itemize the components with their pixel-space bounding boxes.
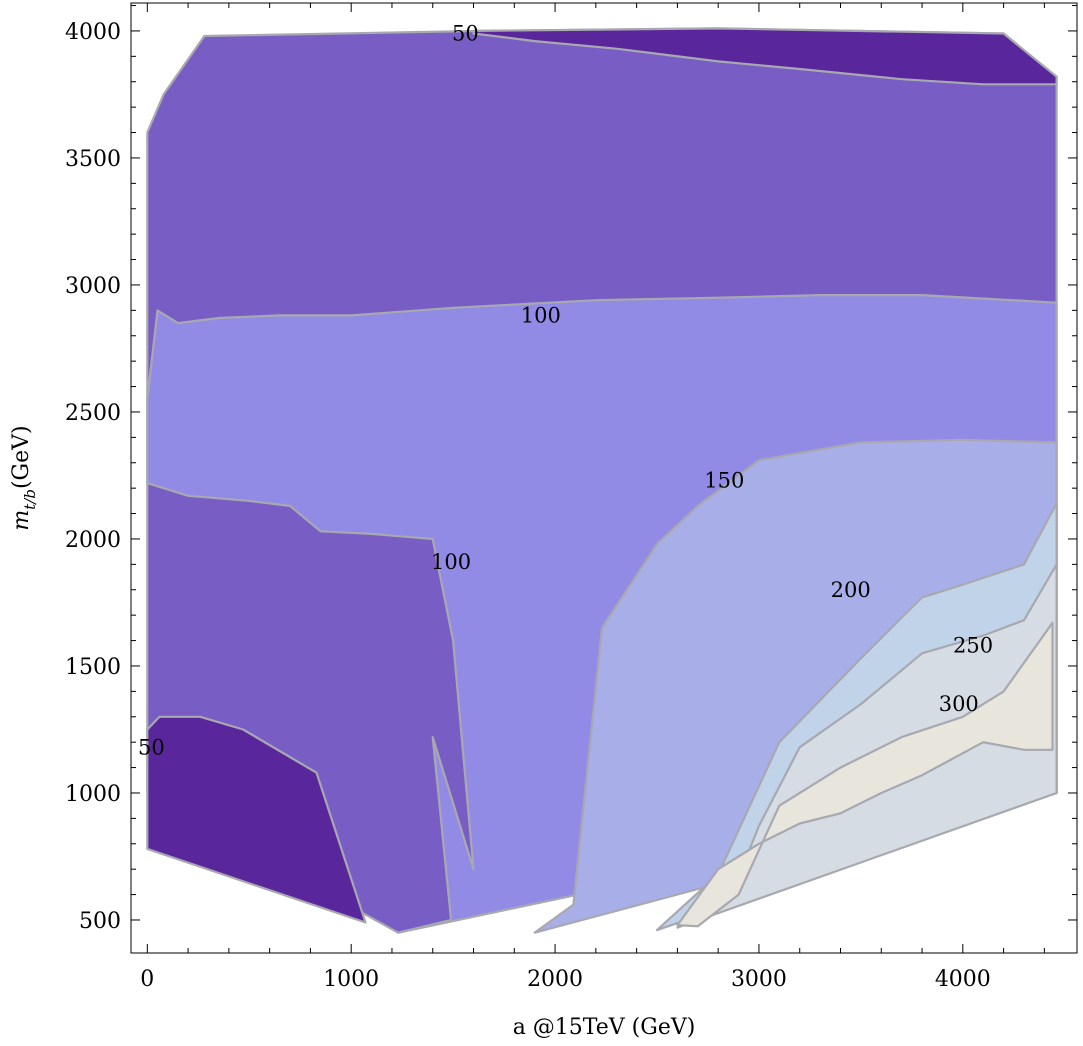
- contour-label-50-7: 50: [138, 735, 165, 759]
- contour-region-below-50-1: [472, 27, 1058, 86]
- contour-label-300-6: 300: [939, 692, 979, 716]
- y-tick-label-3000: 3000: [65, 274, 121, 299]
- contour-region-below-50-2: [146, 715, 367, 924]
- y-axis-title-subscript: t/b: [21, 489, 39, 510]
- y-tick-label-1000: 1000: [65, 782, 121, 807]
- x-tick-label-3000: 3000: [731, 967, 787, 992]
- x-tick-label-4000: 4000: [935, 967, 991, 992]
- contour-label-100-3: 100: [431, 550, 471, 574]
- y-tick-label-2500: 2500: [65, 401, 121, 426]
- y-axis-title: mt/b(GeV): [9, 425, 39, 530]
- contour-level-labels: 50 100 150 100 200 250 300 50: [138, 21, 993, 759]
- axis-ticks: 0 1000 2000 3000 4000 500 1000 1500 2000 2500 3000…: [65, 3, 1077, 992]
- contour-label-250-5: 250: [953, 634, 993, 658]
- y-axis-title-base: m: [9, 510, 34, 531]
- contour-regions: [146, 27, 1058, 934]
- x-axis-title: a @15TeV (GeV): [513, 1015, 696, 1040]
- contour-label-50-0: 50: [452, 21, 479, 45]
- y-tick-label-3500: 3500: [65, 147, 121, 172]
- contour-label-200-4: 200: [831, 578, 871, 602]
- x-tick-label-0: 0: [140, 967, 154, 992]
- y-axis-title-unit: (GeV): [9, 425, 34, 489]
- y-tick-label-4000: 4000: [65, 20, 121, 45]
- contour-label-150-2: 150: [704, 469, 744, 493]
- y-tick-label-1500: 1500: [65, 655, 121, 680]
- y-tick-label-500: 500: [79, 909, 121, 934]
- x-tick-label-1000: 1000: [323, 967, 379, 992]
- contour-label-100-1: 100: [521, 303, 561, 327]
- plot-frame: [130, 2, 1078, 954]
- x-tick-label-2000: 2000: [527, 967, 583, 992]
- y-axis-title-text: mt/b(GeV): [9, 425, 39, 530]
- y-tick-label-2000: 2000: [65, 528, 121, 553]
- contour-region-above-300-7: [676, 621, 1054, 928]
